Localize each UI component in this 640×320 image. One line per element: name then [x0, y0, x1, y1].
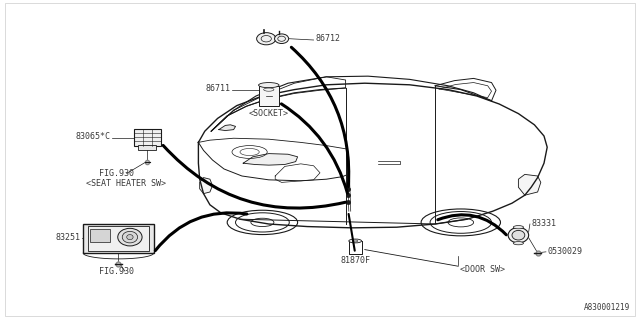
Ellipse shape [513, 226, 524, 229]
Bar [88, 226, 149, 251]
Text: 83331: 83331 [531, 220, 556, 228]
Polygon shape [518, 174, 541, 195]
Ellipse shape [118, 228, 142, 246]
Text: <SOCKET>: <SOCKET> [249, 109, 289, 118]
Ellipse shape [259, 83, 279, 88]
Text: 83251: 83251 [55, 233, 80, 242]
Text: 81870F: 81870F [340, 256, 370, 265]
Text: 83065*C: 83065*C [75, 132, 110, 141]
Ellipse shape [122, 231, 138, 243]
Bar [259, 86, 279, 106]
Text: 0530029: 0530029 [547, 247, 582, 256]
Text: A830001219: A830001219 [584, 303, 630, 312]
Ellipse shape [512, 230, 525, 240]
Bar [134, 129, 161, 146]
Text: FIG.930: FIG.930 [99, 169, 134, 178]
Text: FIG.930: FIG.930 [99, 267, 134, 276]
Polygon shape [200, 178, 212, 194]
Ellipse shape [513, 242, 524, 245]
Ellipse shape [257, 33, 276, 45]
Polygon shape [198, 83, 547, 228]
Text: <SEAT HEATER SW>: <SEAT HEATER SW> [86, 179, 166, 188]
Ellipse shape [349, 239, 362, 243]
Polygon shape [243, 154, 298, 165]
Ellipse shape [127, 235, 133, 240]
Text: 86712: 86712 [316, 34, 340, 43]
Ellipse shape [275, 34, 289, 44]
Bar [90, 229, 110, 242]
Polygon shape [219, 125, 236, 131]
Ellipse shape [508, 228, 529, 243]
Bar [138, 145, 156, 150]
Text: 86711: 86711 [205, 84, 230, 93]
Bar [83, 224, 154, 253]
Text: <DOOR SW>: <DOOR SW> [460, 265, 504, 274]
